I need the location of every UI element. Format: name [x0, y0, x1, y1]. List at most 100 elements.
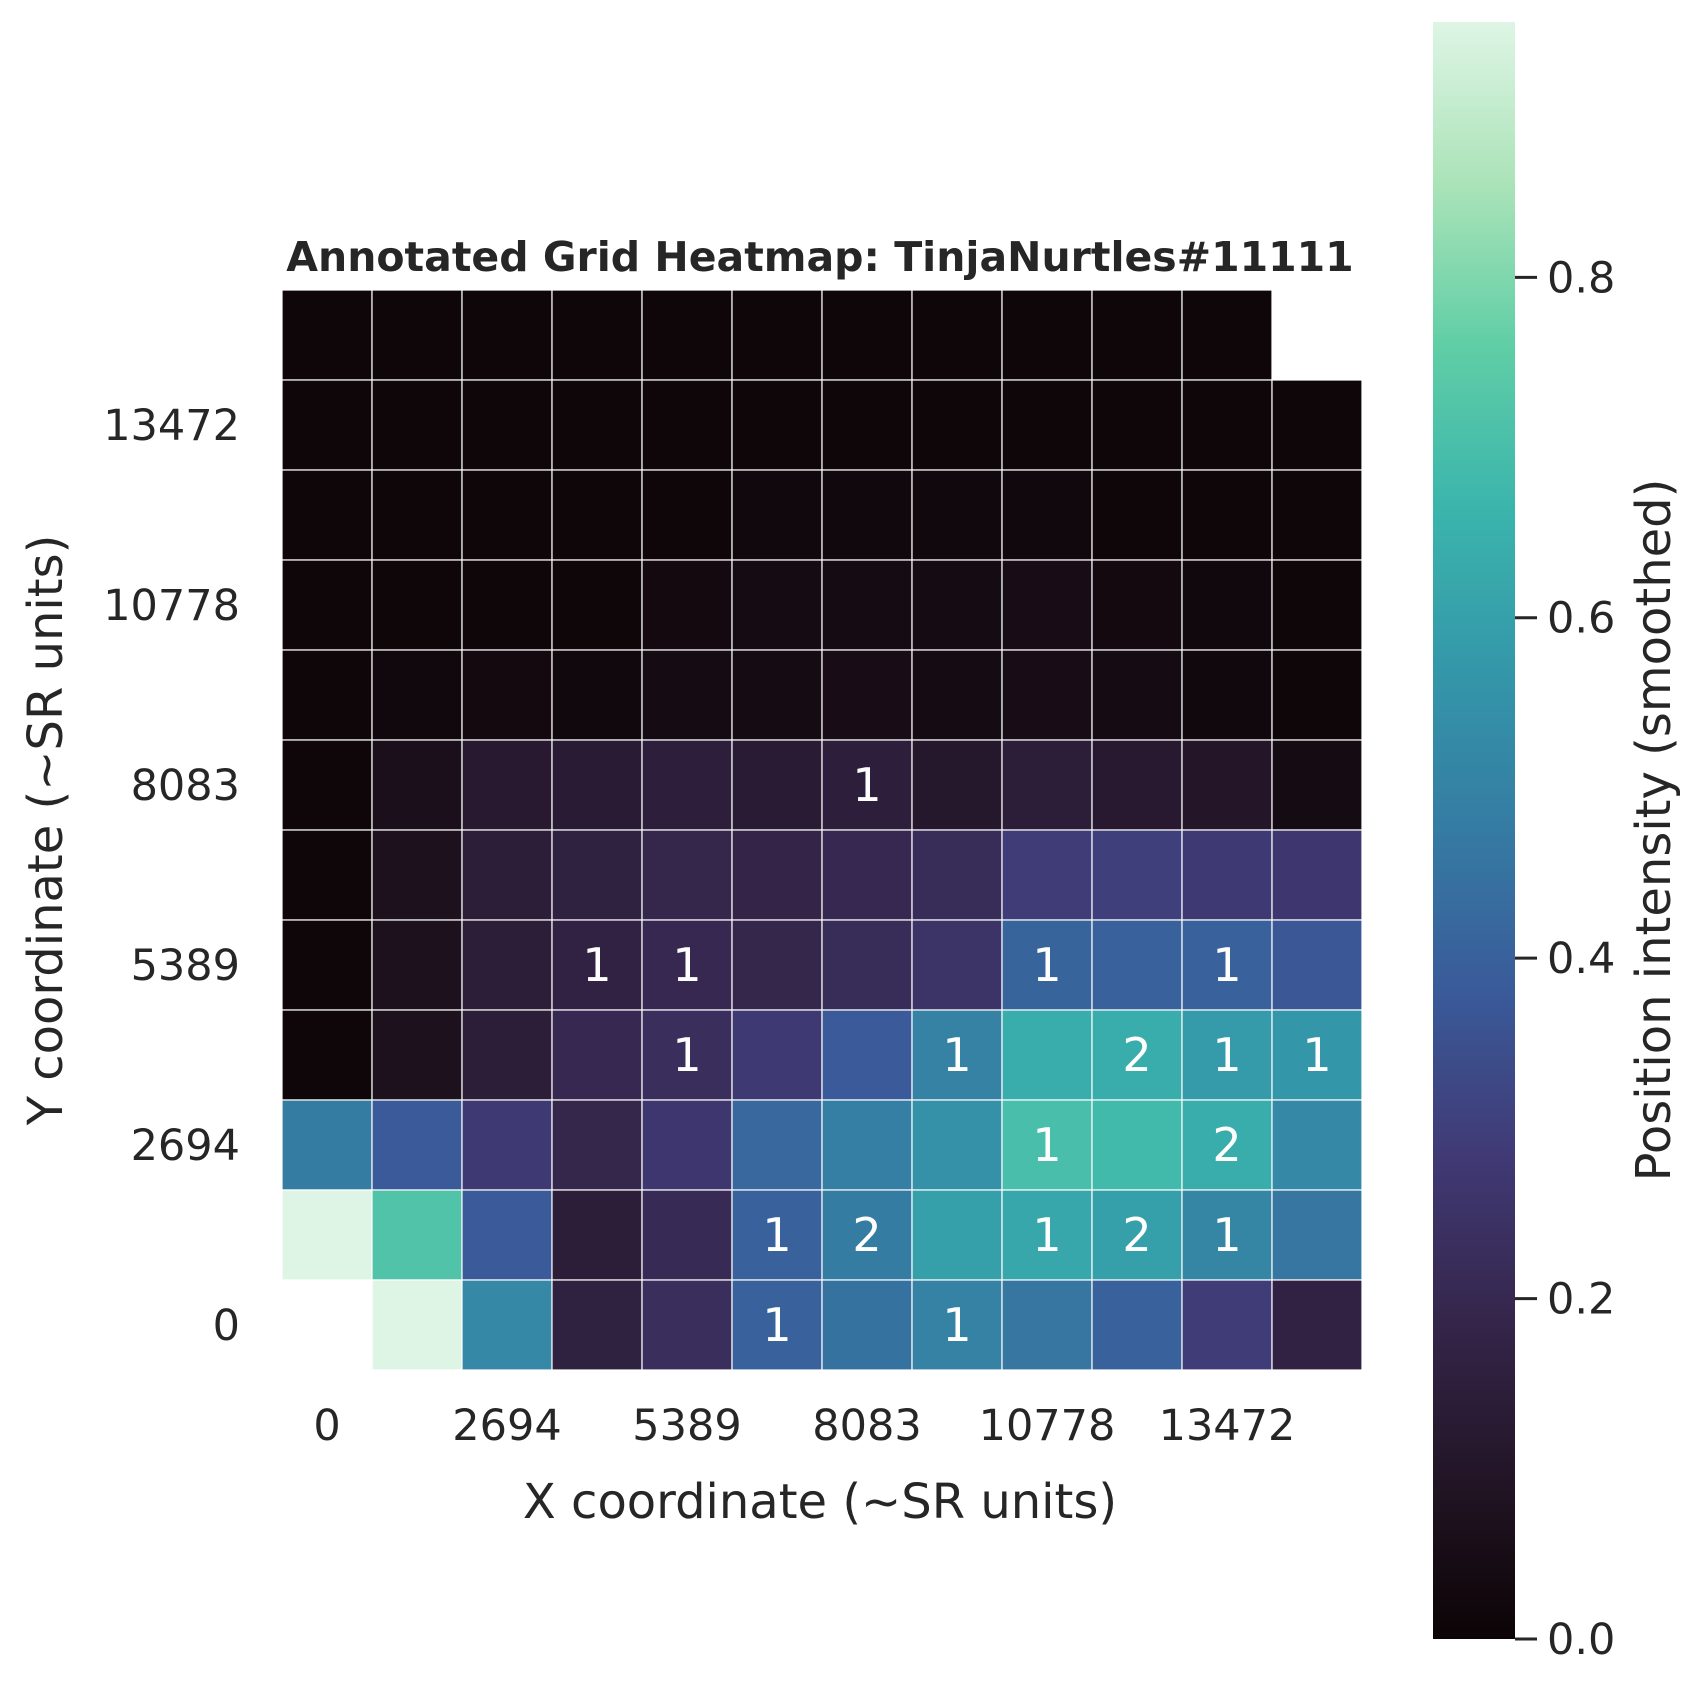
colorbar-tick-label: 0.8: [1547, 253, 1615, 303]
heatmap-cell: [551, 559, 643, 651]
heatmap-cell: [821, 559, 913, 651]
heatmap-cell: [1091, 919, 1183, 1011]
x-tick-label: 2694: [452, 1401, 561, 1451]
x-tick-label: 8083: [812, 1401, 921, 1451]
heatmap-cell: [821, 1009, 913, 1101]
heatmap-cell: [641, 739, 733, 831]
heatmap-cell: [911, 469, 1003, 561]
heatmap-cell: [821, 919, 913, 1011]
heatmap-cell: [1001, 829, 1093, 921]
heatmap-cell: [1181, 379, 1273, 471]
heatmap-cell: [551, 289, 643, 381]
cell-count-label: 1: [672, 938, 701, 992]
heatmap-cell: [371, 1009, 463, 1101]
colorbar-tick-label: 0.6: [1547, 594, 1615, 644]
cell-count-label: 2: [1212, 1118, 1241, 1172]
heatmap-cell: [911, 649, 1003, 741]
heatmap-cell: [461, 379, 553, 471]
heatmap-cell: [551, 1009, 643, 1101]
heatmap-cell: [911, 379, 1003, 471]
y-tick-label: 5389: [131, 941, 240, 991]
x-tick-label: 10778: [979, 1401, 1116, 1451]
y-axis-label: Y coordinate (~SR units): [18, 535, 74, 1127]
y-tick-label: 13472: [103, 401, 240, 451]
heatmap-cell: [281, 919, 373, 1011]
heatmap-cell: [281, 649, 373, 741]
heatmap-cell: [911, 559, 1003, 651]
colorbar-label: Position intensity (smoothed): [1626, 479, 1682, 1182]
heatmap-cell: [911, 739, 1003, 831]
heatmap-cell: [461, 1099, 553, 1191]
y-tick-label: 2694: [131, 1121, 240, 1171]
heatmap-cell: [641, 469, 733, 561]
heatmap-cell: [1001, 739, 1093, 831]
cell-count-label: 1: [942, 1298, 971, 1352]
heatmap-cell: [1091, 1189, 1183, 1281]
heatmap-cell: [551, 1279, 643, 1371]
heatmap-cell: [731, 739, 823, 831]
heatmap-cells: [281, 289, 1363, 1371]
cell-count-label: 2: [1122, 1028, 1151, 1082]
heatmap-cell: [551, 379, 643, 471]
heatmap-cell: [371, 559, 463, 651]
heatmap-cell: [281, 739, 373, 831]
heatmap-cell: [371, 829, 463, 921]
heatmap-cell: [461, 1009, 553, 1101]
heatmap-cell: [1181, 739, 1273, 831]
heatmap-cell: [1271, 469, 1363, 561]
cell-count-label: 1: [942, 1028, 971, 1082]
heatmap-cell: [1181, 559, 1273, 651]
cell-count-label: 1: [762, 1298, 791, 1352]
x-tick-label: 5389: [632, 1401, 741, 1451]
heatmap-cell: [911, 1099, 1003, 1191]
heatmap-cell: [371, 649, 463, 741]
heatmap-cell: [1001, 1279, 1093, 1371]
heatmap-cell: [1181, 289, 1273, 381]
cell-count-label: 1: [1302, 1028, 1331, 1082]
heatmap-cell: [1091, 1009, 1183, 1101]
cell-annotations: 1 1 1 1 1 1 1 2 1 1 1 2 1 2 1 2 1 1 1: [582, 758, 1331, 1352]
heatmap-cell: [461, 1279, 553, 1371]
heatmap-cell: [1091, 649, 1183, 741]
heatmap-cell: [371, 1279, 463, 1371]
heatmap-cell: [911, 289, 1003, 381]
cell-count-label: 1: [1032, 1118, 1061, 1172]
colorbar-tick-label: 0.2: [1547, 1275, 1615, 1325]
cell-count-label: 1: [1212, 1028, 1241, 1082]
heatmap-cell: [911, 919, 1003, 1011]
heatmap-cell: [821, 649, 913, 741]
colorbar-tick-label: 0.0: [1547, 1615, 1615, 1665]
heatmap-cell: [1181, 1099, 1273, 1191]
heatmap-cell: [461, 1189, 553, 1281]
colorbar-tick-label: 0.4: [1547, 934, 1615, 984]
heatmap-cell: [281, 829, 373, 921]
chart-title: Annotated Grid Heatmap: TinjaNurtles#111…: [286, 233, 1353, 281]
heatmap-cell: [1001, 1009, 1093, 1101]
heatmap-cell: [821, 379, 913, 471]
heatmap-cell: [281, 469, 373, 561]
heatmap-cell: [281, 559, 373, 651]
heatmap-cell: [1091, 289, 1183, 381]
heatmap-cell: [281, 379, 373, 471]
heatmap-cell: [731, 829, 823, 921]
heatmap-cell: [731, 919, 823, 1011]
heatmap-cell: [641, 919, 733, 1011]
heatmap-cell: [641, 1009, 733, 1101]
heatmap-cell: [1001, 559, 1093, 651]
cell-count-label: 1: [1032, 938, 1061, 992]
heatmap-cell: [1271, 739, 1363, 831]
heatmap-cell: [371, 739, 463, 831]
y-tick-label: 0: [213, 1301, 240, 1351]
heatmap-cell: [461, 829, 553, 921]
heatmap-cell: [551, 1189, 643, 1281]
heatmap-cell: [821, 469, 913, 561]
heatmap-cell: [731, 559, 823, 651]
heatmap-cell: [371, 1099, 463, 1191]
heatmap-cell: [731, 1279, 823, 1371]
heatmap-cell: [551, 739, 643, 831]
heatmap-cell: [1271, 379, 1363, 471]
cell-count-label: 1: [1032, 1208, 1061, 1262]
heatmap-cell: [1181, 1189, 1273, 1281]
